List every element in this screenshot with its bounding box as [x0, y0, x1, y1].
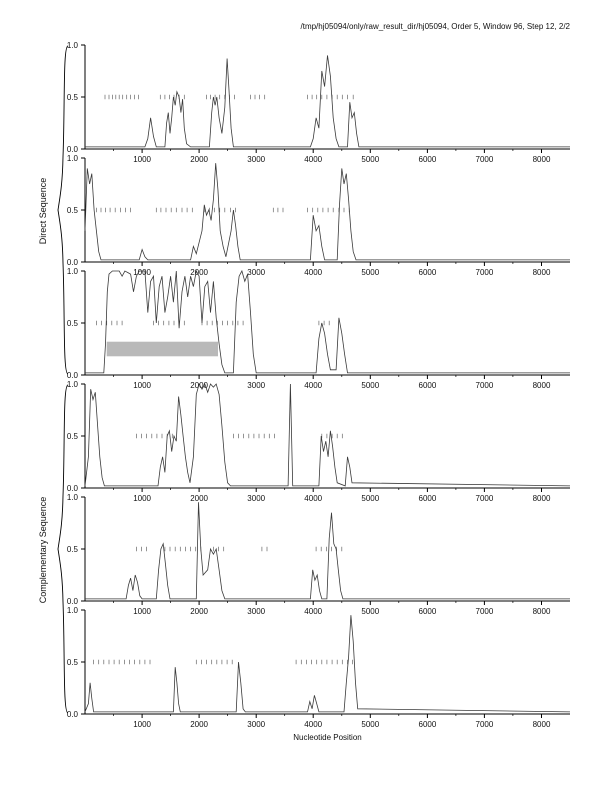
panel-svg-direct-frame-2: 1000 2000 3000 4000 5000 6000 7000 8000 0.0 0.5 1.… [67, 154, 570, 277]
x-tick-label: 2000 [190, 720, 208, 729]
panel-complementary-frame-2: 1000 2000 3000 4000 5000 6000 7000 8000 0.0 0.5 1.… [0, 493, 612, 616]
y-tick-label: 0.0 [67, 258, 79, 267]
x-tick-label: 4000 [304, 268, 322, 277]
x-tick-label: 5000 [361, 494, 379, 503]
x-tick-label: 4000 [304, 720, 322, 729]
y-tick-label: 1.0 [67, 41, 79, 50]
x-tick-label: 5000 [361, 607, 379, 616]
probability-trace [84, 615, 571, 713]
x-tick-label: 2000 [190, 494, 208, 503]
y-tick-label: 1.0 [67, 267, 79, 276]
probability-trace [85, 502, 570, 600]
y-tick-label: 0.0 [67, 710, 79, 719]
x-tick-label: 8000 [533, 268, 551, 277]
panel-direct-frame-1: 1000 2000 3000 4000 5000 6000 7000 8000 0.0 0.5 1.… [0, 41, 612, 164]
direct-group-brace [57, 45, 69, 375]
y-tick-label: 1.0 [67, 606, 79, 615]
x-tick-label: 6000 [419, 607, 437, 616]
highlight-region [106, 341, 218, 357]
y-tick-label: 1.0 [67, 154, 79, 163]
x-tick-label: 3000 [247, 607, 265, 616]
y-tick-label: 0.5 [67, 432, 79, 441]
x-tick-label: 6000 [419, 494, 437, 503]
x-tick-label: 8000 [533, 494, 551, 503]
panels-container: 1000 2000 3000 4000 5000 6000 7000 8000 0.0 0.5 1.… [0, 41, 612, 729]
x-tick-label: 3000 [247, 268, 265, 277]
x-tick-label: 7000 [476, 607, 494, 616]
x-tick-label: 4000 [304, 607, 322, 616]
y-tick-label: 1.0 [67, 493, 79, 502]
probability-trace [84, 382, 571, 487]
x-tick-label: 3000 [247, 155, 265, 164]
x-tick-label: 7000 [476, 494, 494, 503]
y-tick-label: 0.5 [67, 658, 79, 667]
x-axis-label: Nucleotide Position [293, 733, 362, 742]
x-tick-label: 2000 [190, 268, 208, 277]
x-tick-label: 4000 [304, 155, 322, 164]
y-tick-label: 0.0 [67, 484, 79, 493]
panel-svg-complementary-frame-1: 1000 2000 3000 4000 5000 6000 7000 8000 0.0 0.5 1.… [67, 380, 571, 503]
y-tick-label: 0.5 [67, 93, 79, 102]
panel-complementary-frame-3: 1000 2000 3000 4000 5000 6000 7000 8000 0.0 0.5 1.… [0, 606, 612, 729]
x-tick-label: 3000 [247, 494, 265, 503]
y-tick-label: 0.5 [67, 206, 79, 215]
x-tick-label: 6000 [419, 155, 437, 164]
x-tick-label: 2000 [190, 155, 208, 164]
probability-trace [84, 163, 570, 261]
x-tick-label: 6000 [419, 381, 437, 390]
probability-trace [85, 55, 570, 148]
x-tick-label: 3000 [247, 720, 265, 729]
panel-svg-direct-frame-3: 1000 2000 3000 4000 5000 6000 7000 8000 0.0 0.5 1.… [67, 267, 570, 390]
x-tick-label: 4000 [304, 381, 322, 390]
y-tick-label: 0.0 [67, 371, 79, 380]
x-tick-label: 3000 [247, 381, 265, 390]
x-tick-label: 7000 [476, 720, 494, 729]
x-tick-label: 6000 [419, 268, 437, 277]
x-tick-label: 8000 [533, 720, 551, 729]
x-tick-label: 1000 [133, 381, 151, 390]
x-tick-label: 5000 [361, 155, 379, 164]
x-tick-label: 8000 [533, 381, 551, 390]
x-tick-label: 8000 [533, 155, 551, 164]
y-tick-label: 0.0 [67, 145, 79, 154]
y-tick-label: 0.5 [67, 545, 79, 554]
direct-group-brace-path [57, 45, 69, 375]
x-tick-label: 1000 [133, 720, 151, 729]
panel-svg-complementary-frame-3: 1000 2000 3000 4000 5000 6000 7000 8000 0.0 0.5 1.… [67, 606, 571, 729]
x-tick-label: 2000 [190, 381, 208, 390]
y-tick-label: 1.0 [67, 380, 79, 389]
probability-trace [85, 269, 570, 374]
x-tick-label: 2000 [190, 607, 208, 616]
complementary-group-brace-path [57, 384, 69, 714]
x-tick-label: 4000 [304, 494, 322, 503]
x-tick-label: 6000 [419, 720, 437, 729]
orf-markers [136, 546, 343, 552]
orf-markers [136, 433, 343, 439]
panel-complementary-frame-1: 1000 2000 3000 4000 5000 6000 7000 8000 0.0 0.5 1.… [0, 380, 612, 503]
x-tick-label: 8000 [533, 607, 551, 616]
panel-svg-direct-frame-1: 1000 2000 3000 4000 5000 6000 7000 8000 0.0 0.5 1.… [67, 41, 570, 164]
orf-markers [96, 207, 350, 213]
x-tick-label: 1000 [133, 155, 151, 164]
y-tick-label: 0.0 [67, 597, 79, 606]
orf-markers [93, 659, 353, 665]
x-tick-label: 5000 [361, 381, 379, 390]
x-tick-label: 1000 [133, 494, 151, 503]
x-tick-label: 7000 [476, 268, 494, 277]
chart-title: /tmp/hj05094/only/raw_result_dir/hj05094… [300, 22, 571, 31]
x-tick-label: 5000 [361, 268, 379, 277]
x-tick-label: 7000 [476, 381, 494, 390]
x-tick-label: 5000 [361, 720, 379, 729]
complementary-group-brace [57, 384, 69, 714]
panel-svg-complementary-frame-2: 1000 2000 3000 4000 5000 6000 7000 8000 0.0 0.5 1.… [67, 493, 570, 616]
panel-direct-frame-3: 1000 2000 3000 4000 5000 6000 7000 8000 0.0 0.5 1.… [0, 267, 612, 390]
y-tick-label: 0.5 [67, 319, 79, 328]
x-tick-label: 1000 [133, 607, 151, 616]
x-tick-label: 7000 [476, 155, 494, 164]
x-tick-label: 1000 [133, 268, 151, 277]
panel-direct-frame-2: 1000 2000 3000 4000 5000 6000 7000 8000 0.0 0.5 1.… [0, 154, 612, 277]
orf-markers [96, 320, 330, 326]
